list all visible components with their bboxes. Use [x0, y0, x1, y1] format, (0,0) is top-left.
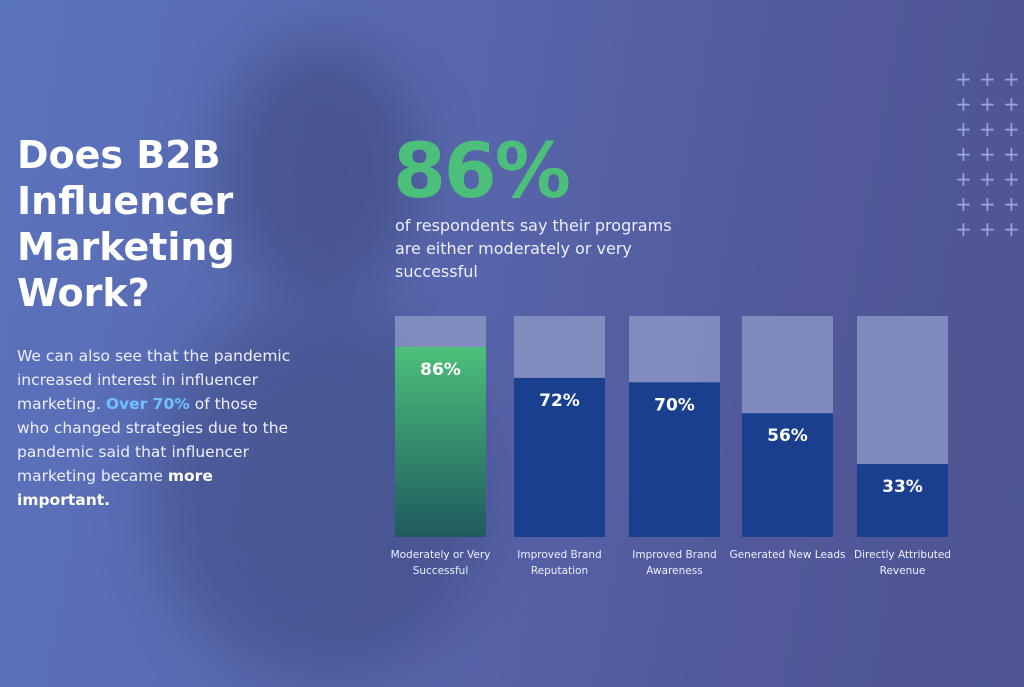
plus-icon: +: [979, 92, 996, 116]
headline-text: of respondents say their programs are ei…: [395, 216, 672, 281]
headline-stat: 86%: [393, 126, 571, 215]
bar-value-label: 56%: [767, 426, 808, 446]
category-label: Generated New Leads: [729, 549, 846, 561]
description: We can also see that the pandemic increa…: [17, 344, 292, 512]
category-label: Directly Attributed Revenue: [854, 549, 951, 577]
description-text: of those who changed strategies due to t…: [17, 395, 289, 485]
bar: [742, 413, 833, 537]
page-title: Does B2B Influencer Marketing Work?: [17, 132, 235, 316]
description-highlight: Over 70%: [105, 395, 190, 413]
plus-icon: +: [1003, 217, 1020, 241]
bar: [629, 382, 720, 537]
plus-icon: +: [1003, 117, 1020, 141]
plus-icon: +: [1003, 192, 1020, 216]
bar: [857, 464, 948, 537]
plus-grid-icon: + + + + + + + + + + + + + + + + + + + + +: [955, 67, 1020, 241]
plus-icon: +: [979, 217, 996, 241]
plus-icon: +: [955, 192, 972, 216]
plus-icon: +: [979, 142, 996, 166]
description-text: We can also see that the pandemic increa…: [17, 347, 291, 413]
bar-value-label: 86%: [420, 360, 461, 380]
category-label: Improved Brand Reputation: [517, 549, 602, 577]
plus-icon: +: [979, 192, 996, 216]
plus-icon: +: [955, 167, 972, 191]
title-line: Marketing: [17, 225, 235, 269]
bar-value-label: 72%: [539, 391, 580, 411]
title-line: Does B2B: [17, 133, 221, 177]
plus-icon: +: [1003, 67, 1020, 91]
background-photo-figure: [220, 40, 420, 300]
category-label: Moderately or Very Successful: [390, 549, 491, 577]
plus-icon: +: [979, 117, 996, 141]
plus-icon: +: [955, 117, 972, 141]
plus-icon: +: [955, 142, 972, 166]
title-line: Work?: [17, 271, 150, 315]
description-bold: more important.: [17, 467, 213, 509]
plus-icon: +: [955, 92, 972, 116]
plus-icon: +: [979, 167, 996, 191]
bar-value-label: 33%: [882, 477, 923, 497]
bar: [395, 346, 486, 537]
title-line: Influencer: [17, 179, 234, 223]
bar-value-label: 70%: [654, 395, 695, 415]
plus-icon: +: [1003, 167, 1020, 191]
plus-icon: +: [1003, 142, 1020, 166]
plus-icon: +: [955, 67, 972, 91]
plus-icon: +: [1003, 92, 1020, 116]
bar: [514, 377, 605, 537]
category-label: Improved Brand Awareness: [632, 549, 717, 577]
plus-icon: +: [955, 217, 972, 241]
plus-icon: +: [979, 67, 996, 91]
